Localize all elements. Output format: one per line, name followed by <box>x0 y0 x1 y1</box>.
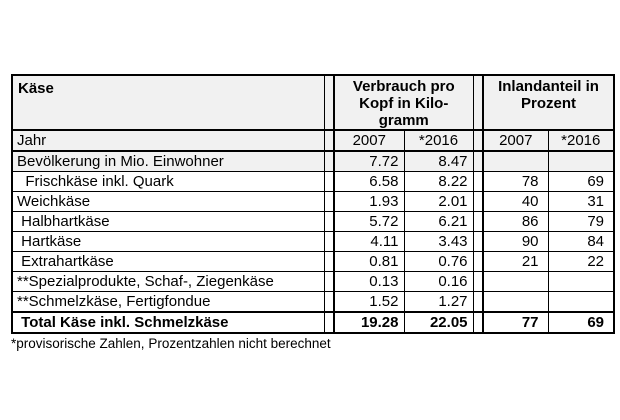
section-divider <box>472 311 485 334</box>
value-cell: 8.22 <box>403 171 474 192</box>
section-divider <box>472 150 485 172</box>
year-cell: 2007 <box>482 129 549 152</box>
value-cell: 0.13 <box>333 271 405 292</box>
section-divider <box>323 129 335 152</box>
value-cell: 1.27 <box>403 291 474 313</box>
total-row-label: Total Käse inkl. Schmelzkäse <box>11 311 325 334</box>
cheese-consumption-table-wrap: Käse Verbrauch pro Kopf in Kilo- gramm I… <box>11 74 616 352</box>
table-row: Frischkäse inkl. Quark 6.58 8.22 78 69 <box>11 171 615 192</box>
section-divider <box>323 251 335 272</box>
section-divider <box>472 271 485 292</box>
table-row: **Spezialprodukte, Schaf-, Ziegenkäse 0.… <box>11 271 615 292</box>
header-group-verbrauch: Verbrauch pro Kopf in Kilo- gramm <box>333 74 474 131</box>
value-cell <box>482 271 549 292</box>
section-divider <box>472 291 485 313</box>
row-label: Bevölkerung in Mio. Einwohner <box>11 150 325 172</box>
total-value-cell: 19.28 <box>333 311 405 334</box>
total-value-cell: 22.05 <box>403 311 474 334</box>
value-cell <box>547 271 615 292</box>
value-cell: 31 <box>547 191 615 212</box>
row-label: Extrahartkäse <box>11 251 325 272</box>
value-cell: 69 <box>547 171 615 192</box>
year-cell: 2007 <box>333 129 405 152</box>
table-row: Extrahartkäse 0.81 0.76 21 22 <box>11 251 615 272</box>
section-divider <box>323 74 335 131</box>
section-divider <box>323 311 335 334</box>
section-divider <box>472 129 485 152</box>
value-cell: 1.52 <box>333 291 405 313</box>
value-cell: 6.21 <box>403 211 474 232</box>
value-cell: 22 <box>547 251 615 272</box>
value-cell: 1.93 <box>333 191 405 212</box>
row-label: Halbhartkäse <box>11 211 325 232</box>
value-cell: 90 <box>482 231 549 252</box>
section-divider <box>323 211 335 232</box>
row-label: **Schmelzkäse, Fertigfondue <box>11 291 325 313</box>
value-cell <box>482 291 549 313</box>
value-cell: 0.76 <box>403 251 474 272</box>
section-divider <box>472 191 485 212</box>
cheese-consumption-table: Käse Verbrauch pro Kopf in Kilo- gramm I… <box>11 74 616 334</box>
table-row: Weichkäse 1.93 2.01 40 31 <box>11 191 615 212</box>
section-divider <box>472 231 485 252</box>
section-divider <box>472 171 485 192</box>
value-cell: 6.58 <box>333 171 405 192</box>
value-cell: 8.47 <box>403 150 474 172</box>
section-divider <box>323 171 335 192</box>
value-cell: 79 <box>547 211 615 232</box>
total-value-cell: 77 <box>482 311 549 334</box>
table-row: **Schmelzkäse, Fertigfondue 1.52 1.27 <box>11 291 615 313</box>
section-divider <box>472 74 485 131</box>
header-kaese: Käse <box>11 74 325 131</box>
total-row: Total Käse inkl. Schmelzkäse 19.28 22.05… <box>11 311 615 334</box>
year-row-label: Jahr <box>11 129 325 152</box>
row-label: Hartkäse <box>11 231 325 252</box>
section-divider <box>323 150 335 172</box>
header-group-inlandanteil: Inlandanteil in Prozent <box>482 74 615 131</box>
value-cell <box>482 150 549 172</box>
section-divider <box>323 231 335 252</box>
table-row: Bevölkerung in Mio. Einwohner 7.72 8.47 <box>11 150 615 172</box>
section-divider <box>323 271 335 292</box>
value-cell: 21 <box>482 251 549 272</box>
year-cell: *2016 <box>403 129 474 152</box>
total-value-cell: 69 <box>547 311 615 334</box>
year-row: Jahr 2007 *2016 2007 *2016 <box>11 129 615 152</box>
section-divider <box>472 211 485 232</box>
section-divider <box>323 191 335 212</box>
value-cell: 84 <box>547 231 615 252</box>
table-row: Halbhartkäse 5.72 6.21 86 79 <box>11 211 615 232</box>
value-cell: 3.43 <box>403 231 474 252</box>
section-divider <box>472 251 485 272</box>
table-footnote: *provisorische Zahlen, Prozentzahlen nic… <box>11 336 331 351</box>
value-cell: 78 <box>482 171 549 192</box>
table-row: Hartkäse 4.11 3.43 90 84 <box>11 231 615 252</box>
row-label: Weichkäse <box>11 191 325 212</box>
value-cell: 2.01 <box>403 191 474 212</box>
value-cell <box>547 150 615 172</box>
value-cell: 0.81 <box>333 251 405 272</box>
value-cell: 40 <box>482 191 549 212</box>
value-cell: 4.11 <box>333 231 405 252</box>
section-divider <box>323 291 335 313</box>
value-cell: 7.72 <box>333 150 405 172</box>
row-label: **Spezialprodukte, Schaf-, Ziegenkäse <box>11 271 325 292</box>
value-cell: 5.72 <box>333 211 405 232</box>
year-cell: *2016 <box>547 129 615 152</box>
table-header-row: Käse Verbrauch pro Kopf in Kilo- gramm I… <box>11 74 615 131</box>
value-cell: 86 <box>482 211 549 232</box>
value-cell <box>547 291 615 313</box>
value-cell: 0.16 <box>403 271 474 292</box>
row-label: Frischkäse inkl. Quark <box>11 171 325 192</box>
